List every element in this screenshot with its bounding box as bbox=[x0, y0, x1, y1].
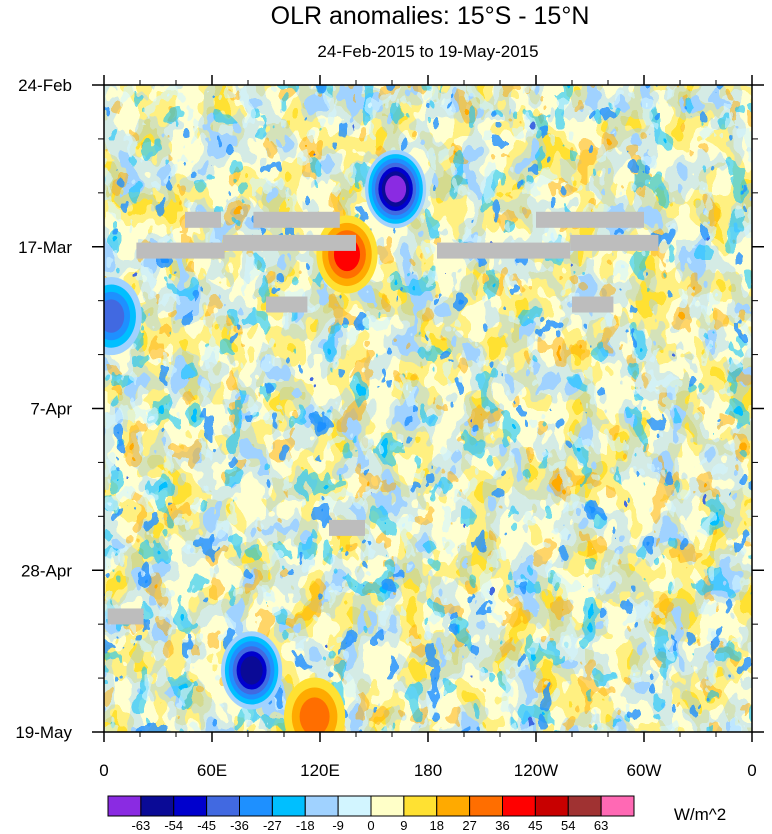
missing-data-bar bbox=[222, 234, 356, 251]
colorbar-swatch bbox=[567, 795, 602, 817]
y-tick-label: 17-Mar bbox=[18, 238, 72, 257]
colorbar-swatch bbox=[600, 795, 635, 817]
anomaly-feature-contour bbox=[385, 175, 407, 203]
colorbar-label: 54 bbox=[561, 818, 575, 833]
colorbar-label: -36 bbox=[230, 818, 249, 833]
colorbar-label: -54 bbox=[164, 818, 183, 833]
missing-data-bar bbox=[107, 608, 144, 625]
colorbar-swatch bbox=[140, 795, 175, 817]
colorbar-swatch bbox=[206, 795, 240, 817]
anomaly-feature-contour bbox=[104, 299, 125, 333]
colorbar-swatch bbox=[534, 795, 569, 817]
x-tick-label: 60W bbox=[627, 761, 662, 780]
missing-data-bar bbox=[437, 242, 571, 259]
colorbar-label: 63 bbox=[594, 818, 608, 833]
colorbar-label: 0 bbox=[367, 818, 374, 833]
anomaly-feature-contour bbox=[299, 697, 330, 732]
x-tick-label: 0 bbox=[99, 761, 108, 780]
colorbar-label: -45 bbox=[197, 818, 216, 833]
colorbar-label: 27 bbox=[462, 818, 476, 833]
colorbar-swatch bbox=[173, 795, 208, 817]
colorbar-label: -9 bbox=[332, 818, 344, 833]
colorbar-swatch bbox=[469, 795, 503, 817]
missing-data-bar bbox=[570, 234, 659, 251]
missing-data-bar bbox=[536, 211, 644, 228]
colorbar-swatch bbox=[304, 795, 339, 817]
colorbar-swatch bbox=[370, 795, 405, 817]
colorbar-label: -27 bbox=[263, 818, 282, 833]
anomaly-texture-layer bbox=[104, 85, 752, 732]
colorbar-label: -63 bbox=[131, 818, 150, 833]
missing-data-bar bbox=[329, 519, 365, 536]
colorbar-unit: W/m^2 bbox=[674, 805, 726, 824]
x-tick-label: 120W bbox=[514, 761, 558, 780]
plot-area bbox=[104, 85, 752, 732]
y-tick-label: 28-Apr bbox=[21, 561, 72, 580]
missing-data-bar bbox=[266, 296, 308, 313]
missing-data-bar bbox=[253, 211, 340, 228]
x-tick-label: 60E bbox=[197, 761, 227, 780]
colorbar-swatch bbox=[337, 795, 372, 817]
chart-subtitle: 24-Feb-2015 to 19-May-2015 bbox=[317, 42, 538, 61]
colorbar-label: 45 bbox=[528, 818, 542, 833]
missing-data-bar bbox=[136, 242, 225, 259]
x-tick-label: 0 bbox=[747, 761, 756, 780]
x-tick-label: 120E bbox=[300, 761, 340, 780]
colorbar-swatch bbox=[403, 795, 438, 817]
colorbar-swatch bbox=[436, 795, 471, 817]
colorbar-swatch bbox=[107, 795, 142, 817]
y-tick-label: 19-May bbox=[15, 723, 72, 742]
colorbar-label: 36 bbox=[495, 818, 509, 833]
y-tick-label: 24-Feb bbox=[18, 76, 72, 95]
colorbar-label: 9 bbox=[400, 818, 407, 833]
y-tick-label: 7-Apr bbox=[30, 400, 72, 419]
colorbar-label: -18 bbox=[296, 818, 315, 833]
colorbar-swatch bbox=[271, 795, 306, 817]
colorbar-swatch bbox=[239, 795, 273, 817]
anomaly-feature-contour bbox=[240, 656, 263, 685]
colorbar-swatch bbox=[502, 795, 536, 817]
colorbar-label: 18 bbox=[430, 818, 444, 833]
x-tick-label: 180 bbox=[414, 761, 442, 780]
missing-data-bar bbox=[572, 296, 614, 313]
chart-title: OLR anomalies: 15°S - 15°N bbox=[271, 2, 590, 30]
missing-data-bar bbox=[185, 211, 221, 228]
